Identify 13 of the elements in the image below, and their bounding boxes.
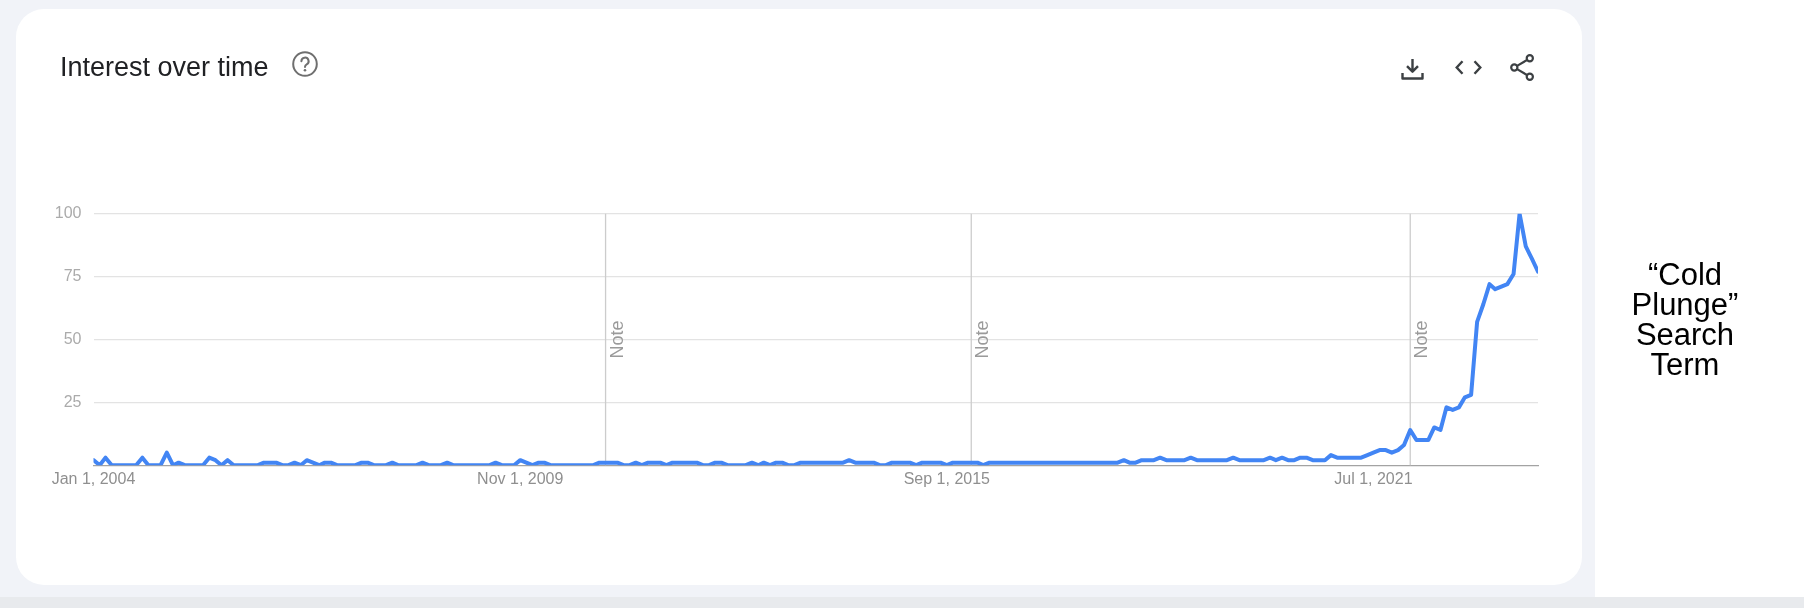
x-tick-label: Jul 1, 2021: [1334, 470, 1413, 488]
ref-line-label: Note: [972, 320, 993, 359]
ref-line-label: Note: [1411, 320, 1432, 359]
y-tick-label: 25: [63, 392, 82, 410]
ref-line-label: Note: [606, 320, 627, 359]
x-tick-label: Sep 1, 2015: [903, 470, 991, 488]
y-tick-label: 100: [54, 204, 82, 222]
y-tick-label: 50: [63, 329, 82, 347]
y-tick-label: 75: [63, 266, 82, 284]
x-tick-label: Jan 1, 2004: [51, 470, 136, 488]
text: “Cold Plunge” Search Term: [1630, 257, 1740, 382]
chart-title: Interest over time: [60, 52, 269, 82]
x-tick-label: Nov 1, 2009: [477, 470, 564, 488]
